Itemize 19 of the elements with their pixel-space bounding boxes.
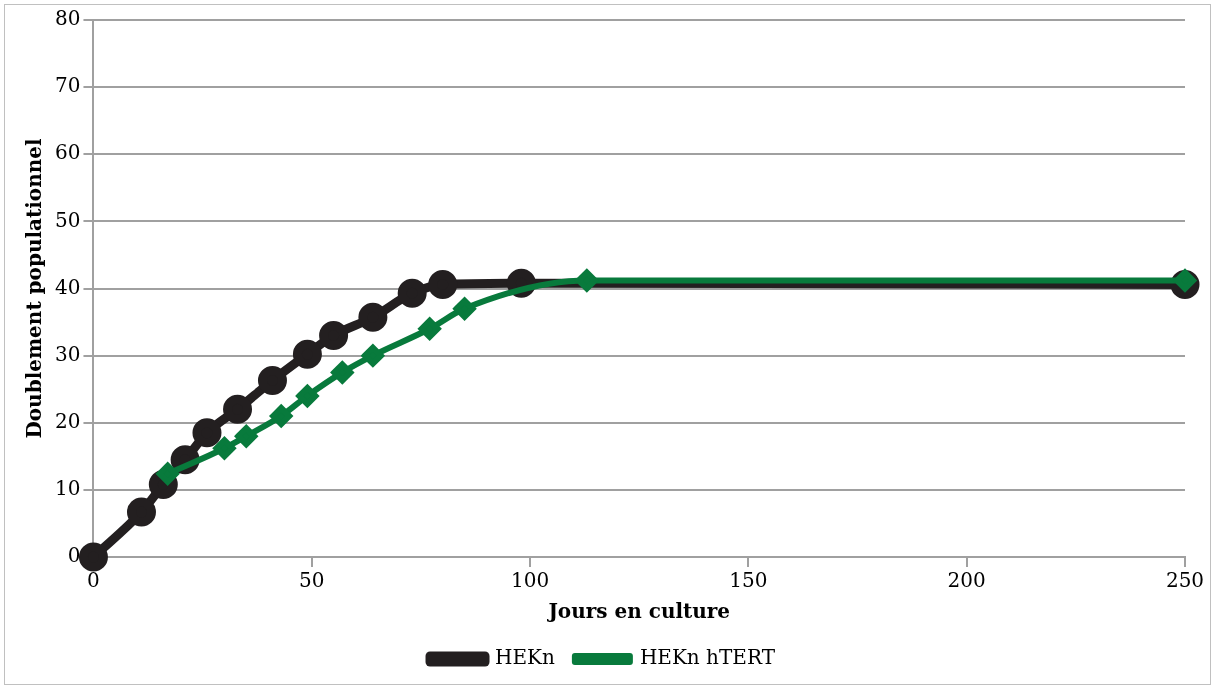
y-tick-label: 0 <box>67 543 81 568</box>
y-tick-label: 40 <box>55 274 81 299</box>
legend-label: HEKn hTERT <box>639 645 776 670</box>
y-tick-label: 50 <box>55 207 81 232</box>
y-tick-label: 10 <box>55 476 81 501</box>
y-tick-label: 80 <box>55 6 81 31</box>
y-tick-label: 60 <box>55 140 81 165</box>
y-tick-label: 20 <box>55 408 81 433</box>
x-tick-label: 150 <box>729 568 768 593</box>
y-axis-title: Doublement populationnel <box>22 138 47 439</box>
y-tick-label: 30 <box>55 341 81 366</box>
y-tick-label: 70 <box>55 73 81 98</box>
x-tick-label: 250 <box>1165 568 1205 593</box>
legend-label: HEKn <box>495 645 556 670</box>
x-axis-title: Jours en culture <box>546 599 731 624</box>
x-tick-label: 100 <box>510 568 550 593</box>
x-tick-label: 50 <box>299 568 325 593</box>
x-tick-label: 200 <box>947 568 986 593</box>
x-tick-label: 0 <box>87 568 100 593</box>
